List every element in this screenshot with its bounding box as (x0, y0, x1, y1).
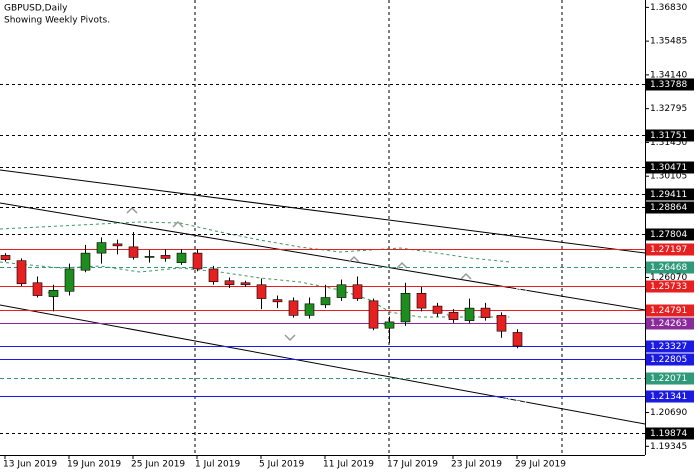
x-tick-label: 11 Jul 2019 (323, 460, 374, 470)
x-tick-label: 19 Jun 2019 (67, 460, 121, 470)
price-box-label: 1.30471 (650, 163, 687, 173)
price-box-label: 1.19874 (650, 429, 687, 439)
price-box (646, 129, 694, 142)
price-box-label: 1.29411 (650, 190, 687, 200)
level-label: W1 R2 (498, 288, 527, 298)
price-box (646, 317, 694, 330)
price-box (646, 390, 694, 403)
trend-line (0, 304, 646, 425)
candle-body (464, 307, 475, 321)
level-label: W1 R1 (498, 312, 527, 322)
candle-body (336, 284, 347, 298)
candle-body (144, 256, 155, 258)
y-tick-label: 1.35485 (650, 37, 687, 47)
candle-body (64, 268, 75, 292)
candle-body (16, 260, 27, 285)
candle-body (160, 255, 171, 259)
candle-body (256, 284, 267, 299)
price-box (646, 353, 694, 366)
candle-body (416, 292, 427, 309)
candle-body (176, 252, 187, 263)
level-label: W1 S1 (498, 348, 527, 358)
price-box-label: 1.31751 (650, 131, 687, 141)
candle-body (480, 307, 491, 318)
candle-body (208, 268, 219, 283)
candle-body (368, 300, 379, 329)
level-label: W1 S2 (498, 361, 527, 371)
x-tick-label: 5 Jul 2019 (259, 460, 304, 470)
price-box-label: 1.24263 (650, 319, 687, 329)
price-box-label: 1.22805 (650, 355, 687, 365)
y-tick-label: 1.20690 (650, 408, 687, 418)
price-box-label: 1.33788 (650, 80, 687, 90)
level-label: W1 R3 (498, 251, 527, 261)
price-box (646, 427, 694, 440)
candle-body (352, 284, 363, 299)
y-tick-label: 1.26070 (650, 273, 687, 283)
price-box (646, 78, 694, 91)
price-box (646, 372, 694, 385)
price-box-label: 1.27804 (650, 230, 687, 240)
price-box-label: 1.24791 (650, 306, 687, 316)
price-box-label: 1.28864 (650, 203, 687, 213)
chart-subtitle: Showing Weekly Pivots. (4, 16, 110, 26)
level-label: W1 S3 (498, 398, 527, 408)
price-box-label: 1.25733 (650, 282, 687, 292)
price-box-label: 1.23327 (650, 342, 687, 352)
x-tick-label: 1 Jul 2019 (195, 460, 240, 470)
trend-line (0, 202, 646, 311)
y-tick-label: 1.30105 (650, 172, 687, 182)
candle-body (112, 243, 123, 247)
upper-band (0, 221, 511, 263)
x-tick-label: 25 Jun 2019 (131, 460, 185, 470)
candle-body (48, 289, 59, 297)
price-box (646, 280, 694, 293)
price-box-label: 1.26468 (650, 263, 687, 273)
candle-body (320, 297, 331, 306)
price-box (646, 261, 694, 274)
candle-body (432, 305, 443, 314)
candle-body (272, 299, 283, 303)
x-tick-label: 13 Jun 2019 (3, 460, 57, 470)
candle-body (32, 282, 43, 296)
price-box (646, 228, 694, 241)
price-box (646, 188, 694, 201)
y-tick-label: 1.34140 (650, 70, 687, 80)
candle-body (128, 246, 139, 258)
price-box (646, 161, 694, 174)
price-box-label: 1.21341 (650, 392, 687, 402)
candle-body (0, 255, 11, 260)
candle-body (96, 242, 107, 254)
price-box (646, 340, 694, 353)
y-tick-label: 1.31450 (650, 138, 687, 148)
y-tick-label: 1.19345 (650, 442, 687, 452)
x-tick-label: 23 Jul 2019 (451, 460, 502, 470)
candle-body (400, 292, 411, 323)
y-tick-label: 1.36830 (650, 3, 687, 13)
candle-body (448, 312, 459, 320)
candle-body (288, 300, 299, 316)
candle-body (304, 303, 315, 316)
candle-body (224, 280, 235, 286)
price-box-label: 1.27197 (650, 245, 687, 255)
lower-band (0, 261, 510, 318)
y-tick-label: 1.32795 (650, 104, 687, 114)
candle-body (80, 252, 91, 271)
level-label: W1 Pivot (498, 325, 538, 335)
price-box (646, 201, 694, 214)
candle-body (192, 252, 203, 270)
trend-line (0, 169, 646, 254)
candle-body (496, 315, 507, 332)
x-tick-label: 29 Jul 2019 (515, 460, 566, 470)
chart-title: GBPUSD,Daily (4, 4, 68, 14)
price-box-label: 1.22071 (650, 374, 687, 384)
price-box (646, 243, 694, 256)
candle-body (240, 282, 251, 286)
candle-body (384, 321, 395, 329)
price-box (646, 304, 694, 317)
x-tick-label: 17 Jul 2019 (387, 460, 438, 470)
candle-body (512, 332, 523, 347)
